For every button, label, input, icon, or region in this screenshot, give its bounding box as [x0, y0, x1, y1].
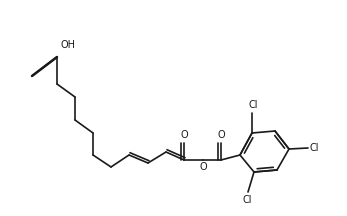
- Text: O: O: [217, 130, 225, 140]
- Text: O: O: [199, 162, 207, 172]
- Text: Cl: Cl: [242, 195, 252, 205]
- Text: Cl: Cl: [310, 143, 320, 153]
- Text: Cl: Cl: [248, 100, 258, 110]
- Text: O: O: [180, 130, 188, 140]
- Text: OH: OH: [61, 40, 76, 50]
